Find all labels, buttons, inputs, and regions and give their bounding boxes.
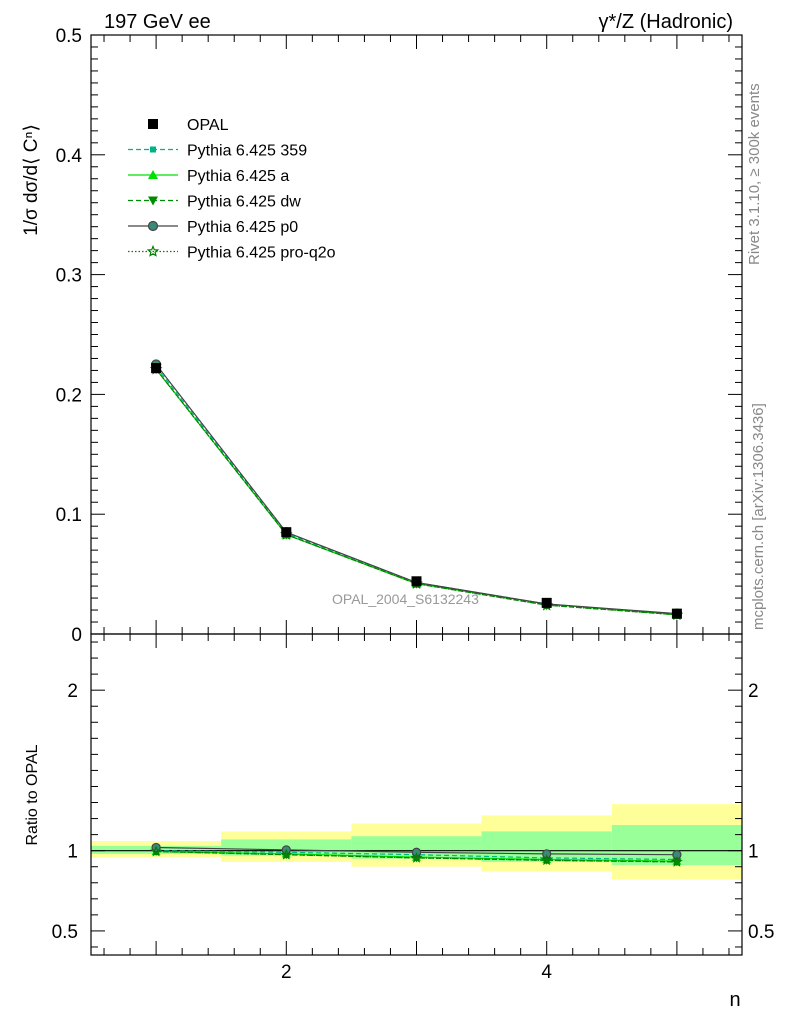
legend-label-pythia-6-425-p0: Pythia 6.425 p0 (187, 219, 298, 236)
header-right: γ*/Z (Hadronic) (599, 11, 733, 33)
legend-marker-pythia-6-425-dw (148, 196, 158, 206)
x-tick-label: 2 (281, 962, 292, 983)
rivet-version-label: Rivet 3.1.10, ≥ 300k events (746, 83, 763, 265)
legend-marker-pythia-6-425-pro-q2o (146, 244, 160, 257)
main-point-opal (541, 597, 552, 608)
ratio-y-tick-label-right: 1 (748, 842, 759, 863)
series-layer (149, 359, 684, 867)
legend-label-opal: OPAL (187, 117, 229, 134)
ratio-bands-layer (91, 804, 742, 880)
ratio-plot-frame (90, 633, 743, 956)
ratio-y-tick-label-left: 1 (67, 842, 78, 863)
main-point-opal (281, 527, 292, 538)
main-line-pythia-6-425-359 (155, 366, 677, 616)
ratio-point-pythia-6-425-pro-q2o (280, 848, 293, 860)
ratio-point-pythia-6-425-pro-q2o (671, 855, 683, 867)
main-y-tick-label: 0.1 (56, 505, 82, 526)
main-y-axis-label: 1/σ dσ/d⟨ Cⁿ⟩ (21, 124, 42, 236)
ratio-y-tick-label-left: 0.5 (52, 922, 78, 943)
ratio-point-pythia-6-425-pro-q2o (410, 851, 423, 863)
main-point-opal (151, 363, 162, 374)
legend-label-pythia-6-425-pro-q2o: Pythia 6.425 pro-q2o (187, 245, 336, 262)
mcplots-label: mcplots.cern.ch [arXiv:1306.3436] (750, 403, 767, 630)
ratio-point-pythia-6-425-pro-q2o (540, 854, 553, 866)
ratio-y-axis-label: Ratio to OPAL (24, 744, 41, 845)
legend-marker-pythia-6-425-a (148, 170, 158, 179)
header-left: 197 GeV ee (104, 11, 211, 33)
ratio-y-tick-label-left: 2 (67, 681, 78, 702)
main-line-pythia-6-425-pro-q2o (155, 368, 677, 616)
x-axis-label: n (729, 989, 740, 1011)
ratio-point-pythia-6-425-pro-q2o (150, 845, 162, 857)
main-y-tick-label: 0.2 (56, 385, 82, 406)
axes-layer: 2 4 0 0.1 0.2 0.3 0.4 0.5 0.5 0.5 1 1 2 2 (52, 26, 775, 983)
ratio-y-tick-label-right: 0.5 (748, 922, 774, 943)
main-point-opal (411, 576, 422, 587)
legend-label-pythia-6-425-359: Pythia 6.425 359 (187, 143, 307, 160)
legend-label-pythia-6-425-dw: Pythia 6.425 dw (187, 194, 301, 211)
legend-marker-pythia-6-425-p0 (147, 220, 159, 232)
legend-marker-pythia-6-425-359 (150, 146, 156, 153)
main-y-tick-label: 0.4 (56, 146, 83, 167)
main-y-tick-label: 0.5 (56, 26, 82, 47)
legend: OPAL Pythia 6.425 359 Pythia 6.425 a Pythia… (128, 117, 336, 262)
x-tick-label: 4 (541, 962, 552, 983)
main-point-opal (671, 608, 682, 619)
legend-label-pythia-6-425-a: Pythia 6.425 a (187, 168, 289, 185)
ratio-point-pythia-6-425-p0 (542, 849, 552, 859)
ratio-line-pythia-6-425-pro-q2o (156, 850, 677, 863)
main-y-tick-label: 0.3 (56, 266, 82, 287)
analysis-id-label: OPAL_2004_S6132243 (332, 591, 479, 607)
ratio-y-tick-label-right: 2 (748, 681, 759, 702)
legend-marker-opal (148, 119, 158, 129)
main-line-pythia-6-425-p0 (155, 364, 677, 615)
main-y-tick-label: 0 (71, 625, 82, 646)
